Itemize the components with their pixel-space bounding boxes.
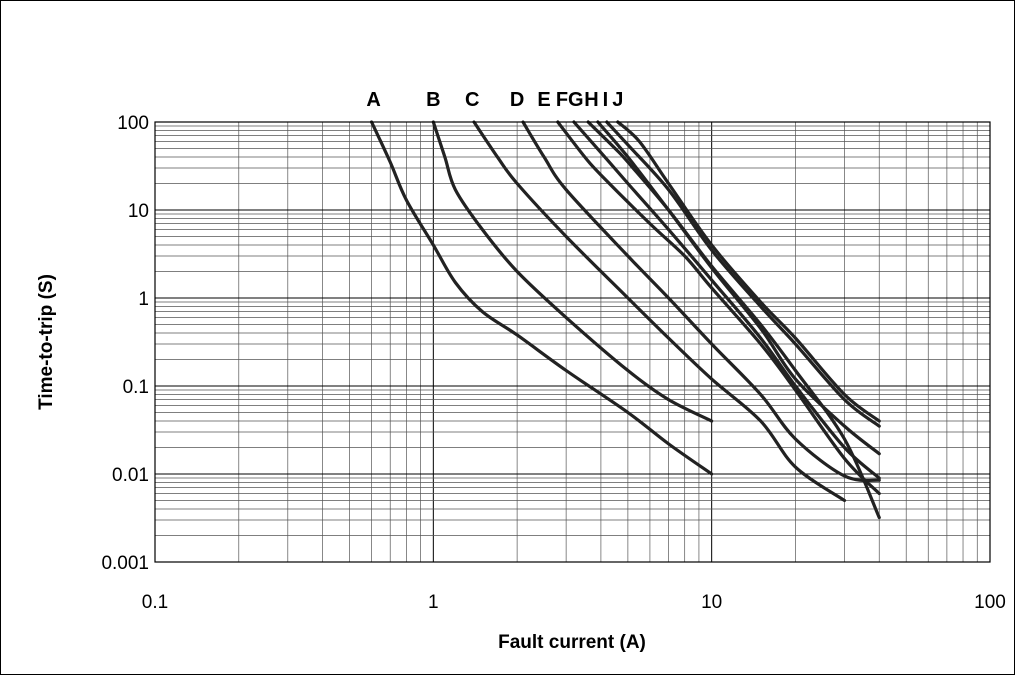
curves	[369, 120, 881, 520]
curve-label-d: D	[510, 89, 524, 111]
x-tick-label: 1	[428, 592, 439, 613]
curve-label-g: G	[568, 89, 584, 111]
curve-label-i: I	[603, 89, 609, 111]
plot-area	[155, 122, 990, 562]
curve-label-h: H	[584, 89, 598, 111]
curve-d	[521, 120, 881, 482]
curve-j	[616, 120, 881, 423]
y-tick-label: 0.001	[101, 553, 149, 574]
x-tick-labels: 0.1 1 10 100	[142, 592, 1006, 613]
y-tick-label: 10	[128, 201, 149, 222]
y-axis-label: Time-to-trip (S)	[36, 274, 57, 410]
x-axis-label: Fault current (A)	[498, 632, 646, 653]
curve-h	[596, 120, 881, 456]
y-tick-labels: 0.001 0.01 0.1 1 10 100	[101, 113, 149, 574]
curve-label-f: F	[556, 89, 568, 111]
curve-e	[556, 120, 881, 496]
curve-label-a: A	[366, 89, 380, 111]
curve-c	[472, 120, 847, 503]
x-tick-label: 0.1	[142, 592, 168, 613]
curve-label-j: J	[612, 89, 623, 111]
curve-label-b: B	[426, 89, 440, 111]
curve-f	[572, 120, 881, 480]
curve-label-c: C	[465, 89, 479, 111]
x-tick-label: 100	[974, 592, 1006, 613]
x-tick-label: 10	[701, 592, 722, 613]
curve-a	[369, 120, 714, 476]
y-tick-label: 1	[138, 289, 149, 310]
y-tick-label: 0.1	[123, 377, 149, 398]
y-tick-label: 100	[117, 113, 149, 134]
curve-b	[431, 120, 714, 423]
curve-label-e: E	[537, 89, 550, 111]
plot-border	[154, 121, 991, 563]
y-tick-label: 0.01	[112, 465, 149, 486]
curve-i	[605, 120, 881, 428]
